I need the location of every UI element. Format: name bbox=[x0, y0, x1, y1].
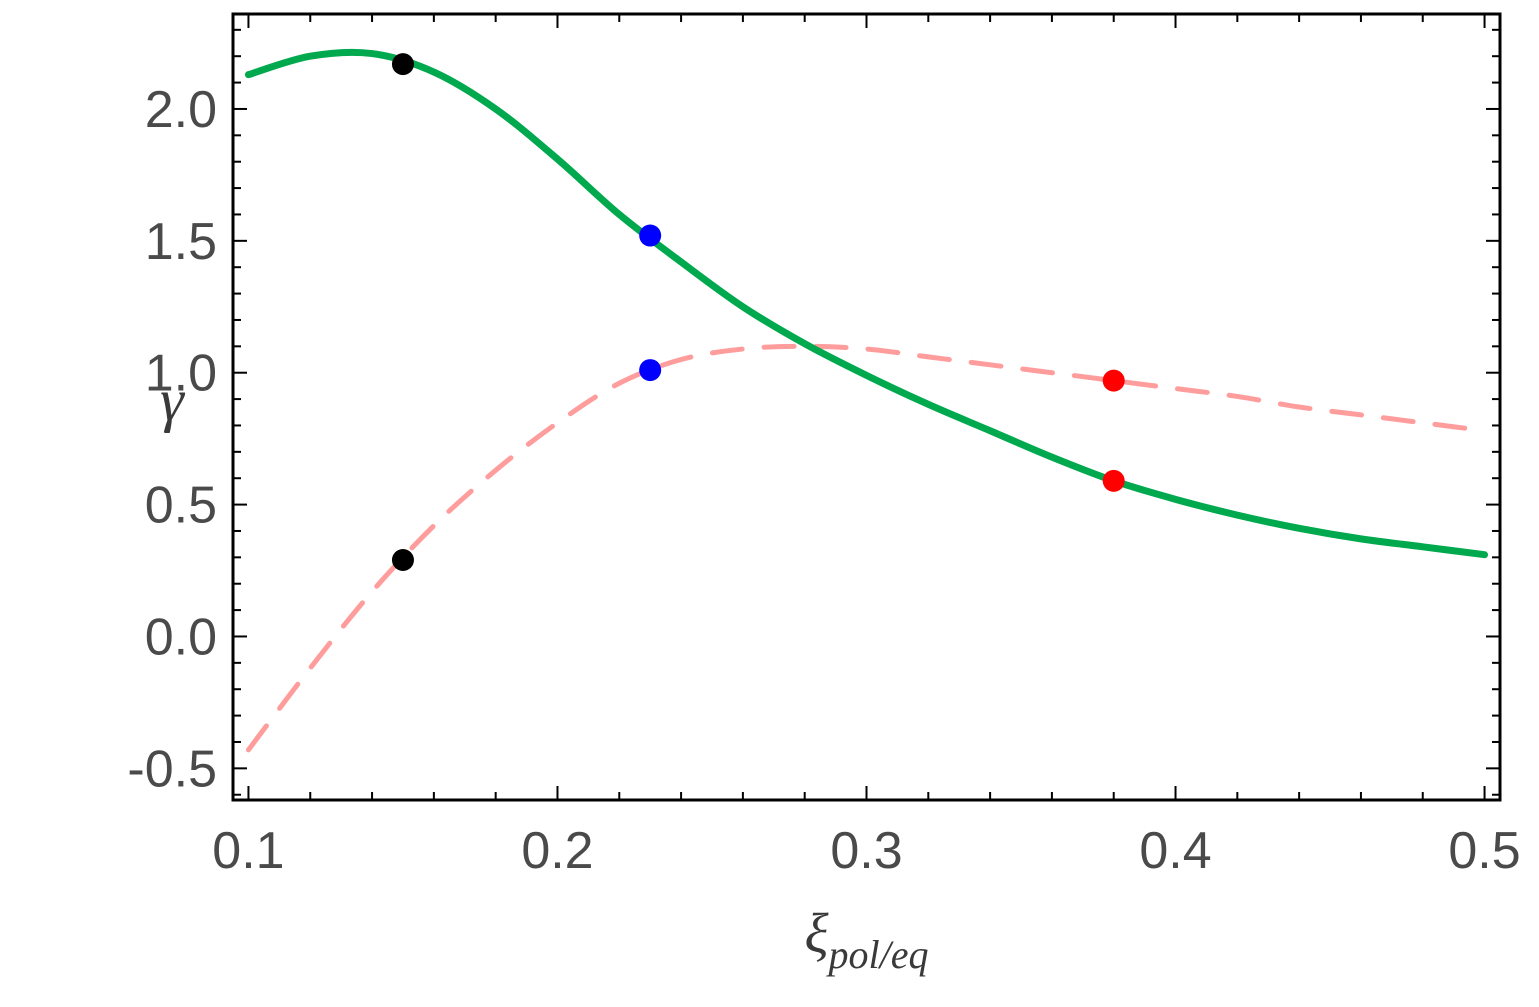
red-dot-upper bbox=[1102, 369, 1125, 392]
y-axis-label: γ bbox=[160, 367, 185, 433]
y-tick-label: 1.5 bbox=[145, 213, 217, 271]
x-axis-label: ξpol/eq bbox=[805, 903, 929, 977]
y-tick-label: 1.0 bbox=[145, 345, 217, 403]
y-tick-label: -0.5 bbox=[127, 740, 217, 798]
black-dot-lower bbox=[391, 548, 414, 571]
dashed-pink-curve bbox=[245, 343, 1488, 753]
x-tick-label: 0.3 bbox=[830, 822, 902, 880]
y-tick-label: 2.0 bbox=[145, 81, 217, 139]
blue-dot-upper bbox=[639, 224, 662, 247]
x-tick-label: 0.5 bbox=[1448, 822, 1520, 880]
markers-group bbox=[391, 53, 1125, 571]
ticks-group bbox=[233, 14, 1500, 800]
x-axis-label-subscript: pol/eq bbox=[826, 932, 929, 977]
black-dot-upper bbox=[391, 53, 414, 76]
x-tick-label: 0.4 bbox=[1139, 822, 1211, 880]
x-axis-label-base: ξ bbox=[805, 903, 829, 965]
series-group bbox=[244, 48, 1489, 753]
x-tick-label: 0.1 bbox=[212, 822, 284, 880]
y-tick-label: 0.5 bbox=[145, 477, 217, 535]
y-tick-label: 0.0 bbox=[145, 608, 217, 666]
solid-green-curve bbox=[244, 48, 1489, 559]
x-tick-label: 0.2 bbox=[521, 822, 593, 880]
tick-labels-group: 0.1 0.2 0.3 0.4 0.5 -0.5 0.0 0.5 1.0 1.5 2.0 bbox=[127, 81, 1520, 880]
blue-dot-lower bbox=[639, 359, 662, 382]
red-dot-lower bbox=[1102, 469, 1125, 492]
